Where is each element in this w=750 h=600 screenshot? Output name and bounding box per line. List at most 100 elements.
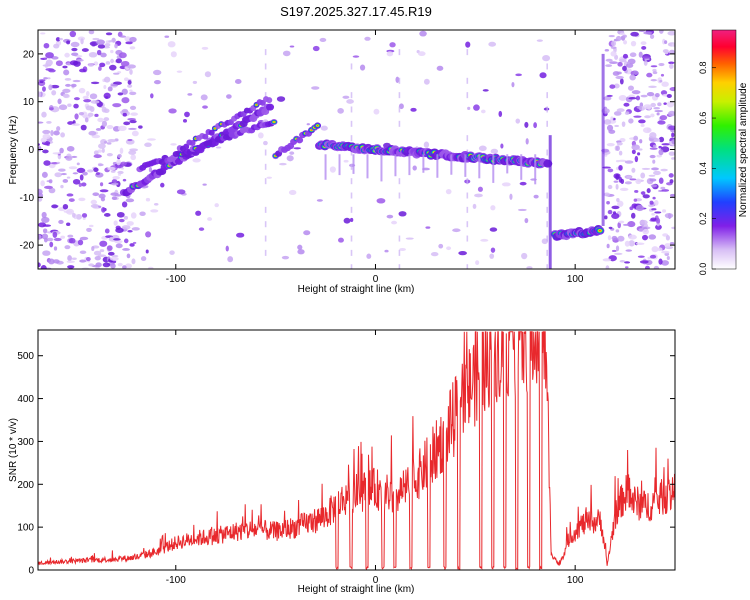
noise-speckle	[170, 51, 177, 58]
noise-speckle	[63, 69, 70, 76]
noise-speckle	[66, 176, 71, 179]
noise-speckle	[71, 155, 78, 158]
noise-speckle	[39, 80, 44, 84]
noise-speckle	[650, 184, 658, 188]
noise-speckle	[127, 64, 136, 69]
noise-speckle	[140, 256, 147, 262]
noise-speckle	[110, 170, 116, 173]
line-tail	[394, 154, 397, 177]
noise-speckle	[101, 120, 108, 127]
noise-speckle	[99, 240, 108, 247]
noise-speckle	[641, 56, 651, 59]
noise-speckle	[276, 96, 286, 102]
noise-speckle	[127, 230, 133, 233]
noise-speckle	[473, 104, 480, 111]
vertical-streak	[546, 192, 549, 199]
noise-speckle	[50, 129, 54, 136]
vertical-streak	[546, 249, 549, 256]
noise-speckle	[660, 168, 668, 172]
noise-speckle	[653, 200, 659, 206]
noise-speckle	[129, 36, 137, 43]
noise-speckle	[658, 177, 664, 184]
noise-speckle	[480, 238, 489, 242]
noise-speckle	[635, 242, 645, 246]
noise-speckle	[44, 185, 53, 189]
vertical-streak	[398, 92, 401, 99]
noise-speckle	[68, 237, 76, 244]
noise-speckle	[104, 228, 110, 234]
noise-speckle	[43, 160, 51, 166]
noise-speckle	[637, 255, 645, 258]
noise-speckle	[517, 208, 527, 212]
noise-speckle	[658, 258, 663, 265]
noise-speckle	[635, 204, 644, 212]
noise-speckle	[42, 129, 51, 135]
noise-speckle	[107, 139, 117, 143]
noise-speckle	[48, 179, 53, 184]
noise-speckle	[611, 40, 617, 47]
noise-speckle	[73, 97, 80, 101]
noise-speckle	[614, 124, 619, 127]
figure-title: S197.2025.327.17.45.R19	[280, 4, 432, 19]
line-tail	[324, 154, 327, 180]
noise-speckle	[629, 52, 637, 58]
noise-speckle	[655, 224, 662, 230]
noise-speckle	[606, 143, 615, 147]
noise-speckle	[602, 258, 612, 262]
noise-speckle	[97, 117, 104, 123]
noise-speckle	[423, 78, 430, 85]
vertical-streak	[546, 106, 549, 113]
noise-speckle	[87, 63, 94, 67]
vertical-streak	[398, 178, 401, 185]
noise-speckle	[90, 203, 100, 209]
noise-speckle	[138, 125, 143, 129]
noise-speckle	[668, 125, 675, 131]
noise-speckle	[98, 205, 102, 208]
noise-speckle	[656, 154, 662, 158]
noise-speckle	[651, 167, 659, 171]
noise-speckle	[671, 157, 675, 160]
noise-speckle	[653, 265, 660, 269]
noise-speckle	[633, 135, 639, 141]
noise-speckle	[127, 138, 133, 142]
noise-speckle	[145, 197, 151, 202]
noise-speckle	[107, 251, 115, 256]
noise-speckle	[631, 149, 636, 155]
noise-speckle	[282, 50, 291, 57]
band-peak	[596, 227, 604, 234]
noise-speckle	[631, 144, 640, 151]
snr-frame	[37, 329, 676, 571]
noise-speckle	[62, 88, 71, 94]
noise-speckle	[631, 90, 641, 95]
noise-speckle	[121, 108, 129, 113]
noise-speckle	[615, 75, 624, 80]
noise-speckle	[127, 84, 133, 88]
noise-speckle	[43, 42, 50, 49]
noise-speckle	[606, 124, 614, 132]
noise-speckle	[263, 140, 268, 146]
noise-speckle	[373, 108, 380, 115]
noise-speckle	[82, 95, 89, 100]
noise-speckle	[412, 165, 417, 171]
noise-speckle	[511, 81, 515, 88]
vertical-streak	[546, 149, 549, 156]
noise-speckle	[110, 263, 116, 269]
noise-speckle	[649, 34, 655, 40]
noise-speckle	[130, 212, 137, 219]
noise-speckle	[617, 235, 625, 242]
noise-speckle	[620, 178, 625, 185]
noise-speckle	[226, 94, 232, 99]
noise-speckle	[79, 174, 84, 181]
noise-speckle	[615, 35, 622, 42]
noise-speckle	[628, 234, 637, 240]
noise-speckle	[38, 79, 46, 82]
noise-speckle	[293, 147, 302, 150]
noise-speckle	[73, 60, 81, 67]
noise-speckle	[64, 52, 70, 58]
noise-speckle	[281, 255, 290, 260]
noise-speckle	[122, 178, 127, 182]
noise-speckle	[38, 146, 42, 152]
vertical-streak	[546, 206, 549, 213]
noise-speckle	[236, 232, 245, 238]
